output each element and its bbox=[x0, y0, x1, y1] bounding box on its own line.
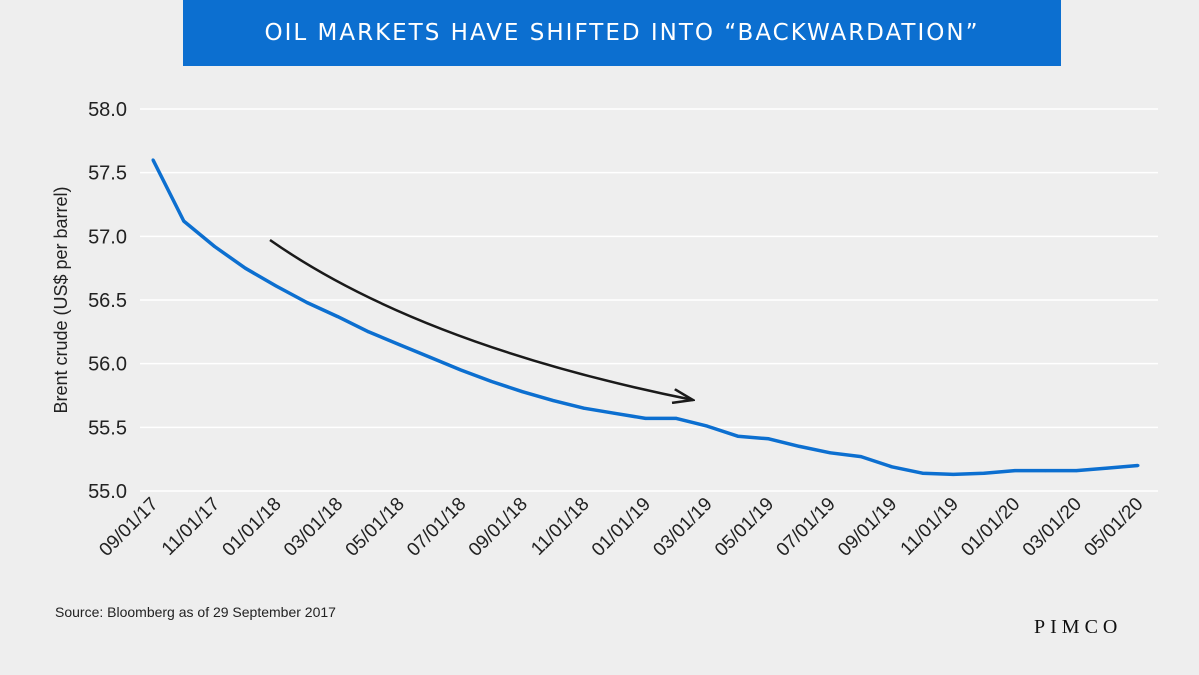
data-point bbox=[490, 379, 494, 383]
pimco-logo: PIMCO bbox=[1034, 616, 1123, 638]
data-point bbox=[797, 444, 801, 448]
x-tick-label: 01/01/19 bbox=[588, 494, 655, 561]
y-tick-label: 58.0 bbox=[88, 99, 127, 121]
x-tick-label: 07/01/18 bbox=[403, 494, 470, 561]
data-point bbox=[151, 158, 155, 162]
x-tick-label: 09/01/19 bbox=[834, 494, 901, 561]
x-axis-ticks: 09/01/1711/01/1701/01/1803/01/1805/01/18… bbox=[95, 494, 1147, 561]
x-tick-label: 03/01/20 bbox=[1019, 494, 1086, 561]
y-tick-label: 55.5 bbox=[88, 417, 127, 439]
x-tick-label: 11/01/17 bbox=[158, 494, 224, 560]
data-point bbox=[1044, 469, 1048, 473]
x-tick-label: 05/01/19 bbox=[711, 494, 778, 561]
data-point bbox=[705, 424, 709, 428]
y-tick-label: 56.5 bbox=[88, 290, 127, 312]
data-point bbox=[674, 416, 678, 420]
x-tick-label: 01/01/18 bbox=[219, 494, 286, 561]
x-tick-label: 01/01/20 bbox=[957, 494, 1024, 561]
x-tick-label: 11/01/18 bbox=[527, 494, 593, 560]
data-point bbox=[644, 416, 647, 420]
data-point bbox=[582, 406, 586, 410]
data-point bbox=[1013, 469, 1017, 473]
data-point bbox=[951, 472, 955, 476]
data-point bbox=[1105, 466, 1109, 470]
data-point bbox=[1074, 469, 1078, 473]
data-point bbox=[736, 434, 740, 438]
data-point bbox=[428, 355, 432, 359]
series bbox=[151, 158, 1140, 477]
data-point bbox=[366, 330, 370, 334]
data-point bbox=[921, 471, 925, 475]
title-banner: OIL MARKETS HAVE SHIFTED INTO “BACKWARDA… bbox=[183, 0, 1061, 66]
y-axis-ticks: 58.0 57.5 57.0 56.5 56.0 55.5 55.0 bbox=[88, 99, 127, 503]
y-axis-label: Brent crude (US$ per barrel) bbox=[51, 186, 71, 413]
y-tick-label: 57.5 bbox=[88, 163, 127, 185]
backwardation-arrow bbox=[269, 238, 693, 400]
data-point bbox=[182, 219, 186, 223]
chart-title: OIL MARKETS HAVE SHIFTED INTO “BACKWARDA… bbox=[264, 20, 980, 46]
y-tick-label: 56.0 bbox=[88, 354, 127, 376]
source-note: Source: Bloomberg as of 29 September 201… bbox=[55, 604, 336, 620]
data-point bbox=[859, 455, 863, 459]
data-point bbox=[890, 465, 894, 469]
x-tick-label: 09/01/17 bbox=[95, 494, 162, 561]
data-point bbox=[305, 301, 309, 305]
data-point bbox=[613, 411, 617, 415]
data-point bbox=[982, 471, 986, 475]
y-tick-label: 57.0 bbox=[88, 226, 127, 248]
x-tick-label: 09/01/18 bbox=[465, 494, 532, 561]
data-point bbox=[336, 315, 340, 319]
data-point bbox=[1136, 464, 1140, 468]
data-point bbox=[459, 368, 463, 372]
data-point bbox=[520, 390, 524, 394]
x-tick-label: 11/01/19 bbox=[897, 494, 963, 560]
data-point bbox=[828, 451, 832, 455]
x-tick-label: 05/01/20 bbox=[1080, 494, 1147, 561]
data-point bbox=[213, 245, 217, 249]
data-point bbox=[243, 266, 247, 270]
y-tick-label: 55.0 bbox=[88, 481, 127, 503]
x-tick-label: 05/01/18 bbox=[342, 494, 409, 561]
x-tick-label: 03/01/19 bbox=[649, 494, 716, 561]
gridlines bbox=[140, 108, 1158, 492]
x-tick-label: 07/01/19 bbox=[773, 494, 840, 561]
x-tick-label: 03/01/18 bbox=[280, 494, 347, 561]
data-point bbox=[397, 343, 401, 347]
data-point bbox=[274, 284, 278, 288]
data-point bbox=[767, 437, 771, 441]
data-point bbox=[551, 399, 555, 403]
